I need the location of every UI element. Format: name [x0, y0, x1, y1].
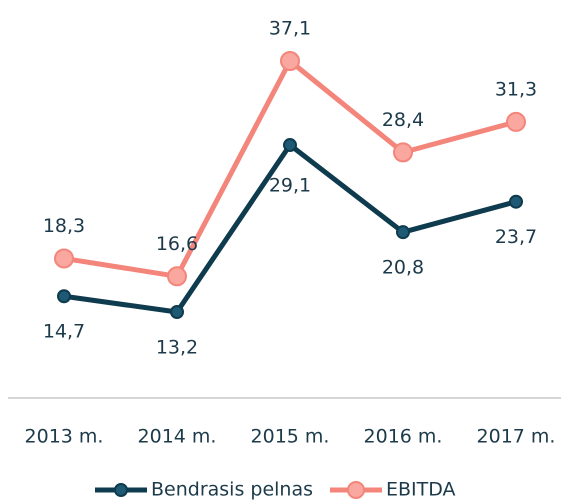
series-line: [63, 58, 517, 279]
legend-label: Bendrasis pelnas: [151, 479, 313, 501]
x-tick-label: 2017 m.: [477, 426, 556, 448]
point: [170, 305, 184, 319]
point: [506, 111, 526, 132]
legend-label: EBITDA: [386, 479, 456, 501]
x-tick-label: 2013 m.: [25, 426, 104, 448]
point: [57, 289, 71, 304]
data-label: 29,1: [269, 175, 311, 197]
point: [393, 142, 413, 163]
point: [509, 194, 523, 209]
point: [54, 248, 74, 269]
data-label: 37,1: [269, 18, 311, 40]
point: [396, 225, 410, 240]
legend-marker: [114, 483, 128, 497]
data-label: 18,3: [43, 215, 85, 237]
data-label: 16,6: [156, 233, 198, 255]
data-label: 23,7: [495, 226, 537, 248]
x-tick-label: 2014 m.: [138, 426, 217, 448]
point: [283, 138, 297, 153]
point: [280, 51, 300, 71]
x-tick-label: 2015 m.: [251, 426, 330, 448]
x-tick-label: 2016 m.: [364, 426, 443, 448]
data-label: 14,7: [43, 321, 85, 343]
data-label: 20,8: [382, 257, 424, 279]
data-label: 13,2: [156, 337, 198, 359]
series-line: [63, 142, 517, 315]
data-label: 31,3: [495, 78, 537, 100]
legend-marker: [347, 481, 365, 499]
point: [167, 266, 187, 287]
data-label: 28,4: [382, 109, 424, 131]
